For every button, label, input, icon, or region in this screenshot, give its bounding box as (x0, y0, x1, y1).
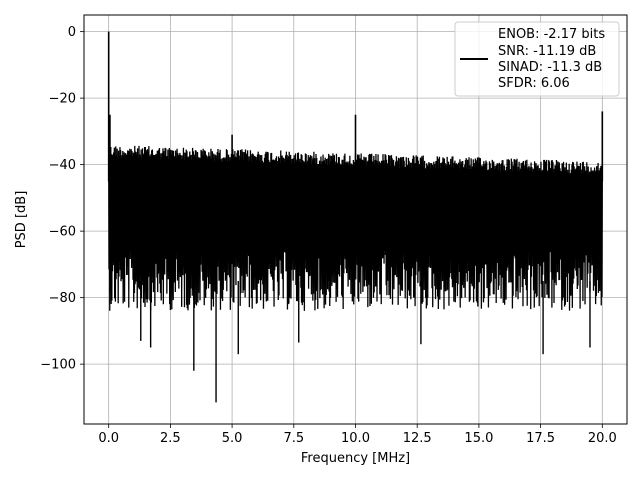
x-axis-ticks: 0.0 2.5 5.0 7.5 10.0 12.5 15.0 17.5 20.0 (98, 424, 617, 446)
x-tick-label: 7.5 (283, 431, 304, 446)
x-tick-label: 5.0 (222, 431, 243, 446)
legend-line-sinad: SINAD: -11.3 dB (498, 60, 602, 75)
y-tick-label: −100 (40, 358, 76, 373)
series-layer (107, 31, 604, 403)
y-axis-ticks: 0 −20 −40 −60 −80 −100 (40, 25, 84, 373)
legend-line-snr: SNR: -11.19 dB (498, 44, 596, 59)
x-tick-label: 17.5 (526, 431, 555, 446)
x-tick-label: 10.0 (341, 431, 370, 446)
y-tick-label: 0 (68, 25, 76, 40)
y-axis-label: PSD [dB] (14, 191, 29, 249)
x-tick-label: 20.0 (588, 431, 617, 446)
x-axis-label: Frequency [MHz] (301, 451, 410, 466)
y-tick-label: −40 (49, 158, 76, 173)
x-tick-label: 0.0 (98, 431, 119, 446)
y-tick-label: −80 (49, 291, 76, 306)
legend: ENOB: -2.17 bits SNR: -11.19 dB SINAD: -… (454, 21, 620, 97)
y-tick-label: −20 (49, 92, 76, 107)
x-tick-label: 15.0 (464, 431, 493, 446)
y-tick-label: −60 (49, 225, 76, 240)
legend-line-enob: ENOB: -2.17 bits (498, 27, 605, 42)
x-tick-label: 2.5 (160, 431, 181, 446)
x-tick-label: 12.5 (403, 431, 432, 446)
legend-box (454, 21, 620, 97)
legend-line-sfdr: SFDR: 6.06 (498, 76, 570, 91)
